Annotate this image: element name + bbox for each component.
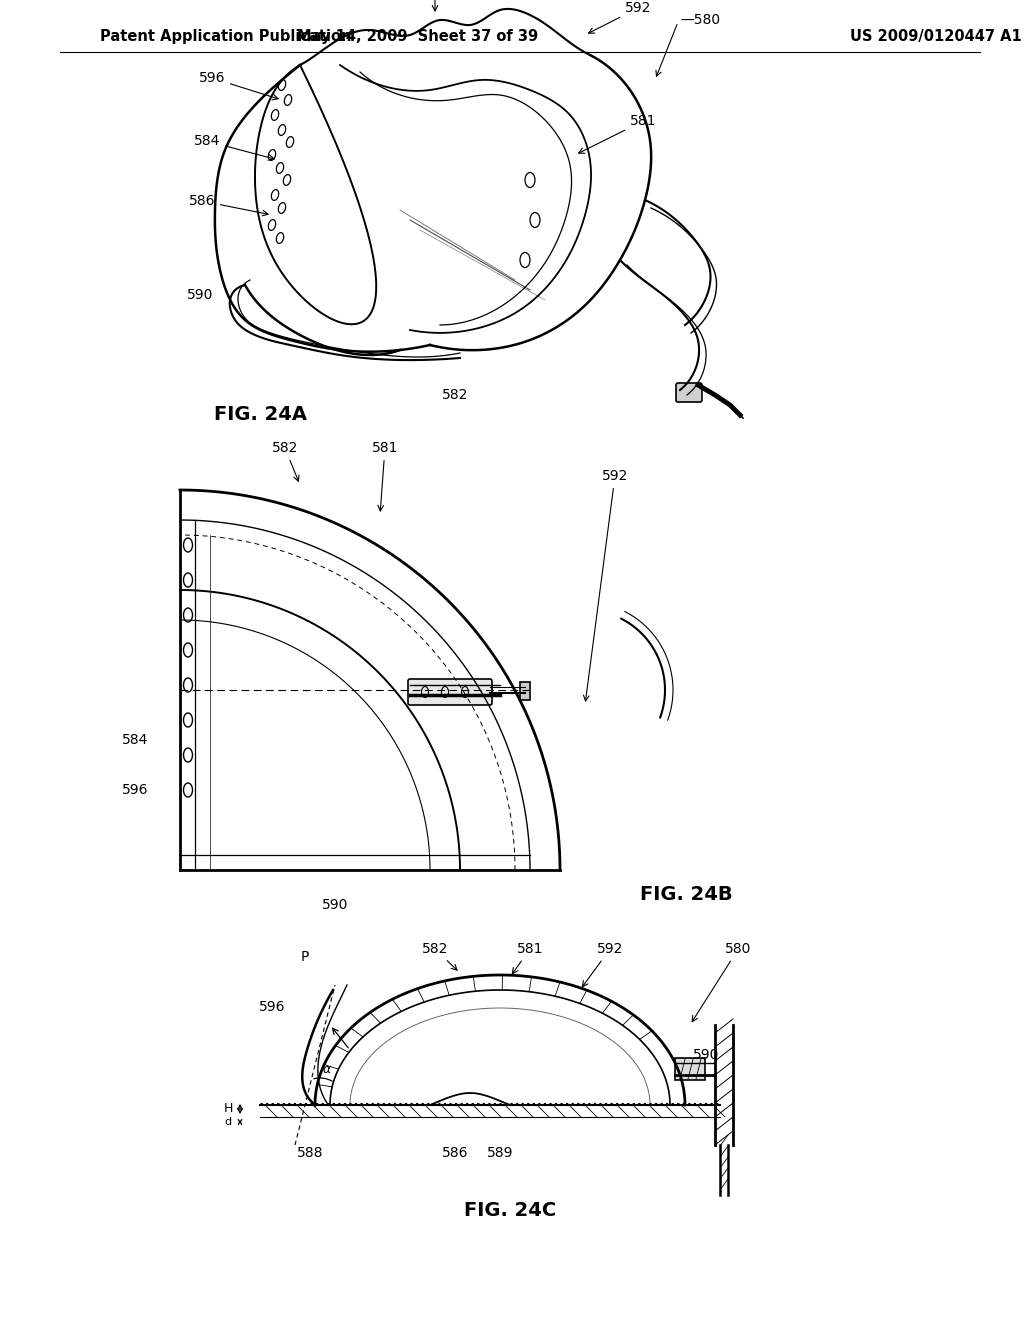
Text: FIG. 24C: FIG. 24C [464,1200,556,1220]
FancyBboxPatch shape [676,383,702,403]
Text: FIG. 24B: FIG. 24B [640,886,732,904]
Text: 590: 590 [693,1048,720,1063]
Text: 589: 589 [486,1146,513,1160]
Text: $\alpha$: $\alpha$ [322,1063,332,1076]
Text: 588: 588 [297,1146,324,1160]
Bar [520,682,530,700]
Text: 596: 596 [258,1001,285,1014]
Text: 581: 581 [372,441,398,511]
Text: 584: 584 [122,733,148,747]
Text: 596: 596 [199,71,279,100]
Text: 590: 590 [186,288,213,302]
Text: 586: 586 [441,1146,468,1160]
Text: 595: 595 [422,0,449,11]
Text: FIG. 24A: FIG. 24A [213,405,306,425]
Text: 581: 581 [579,114,656,153]
Text: 590: 590 [322,898,348,912]
Text: P: P [301,950,309,964]
Text: 582: 582 [271,441,299,482]
Text: 580: 580 [692,942,752,1022]
Text: H: H [223,1102,232,1115]
Text: Patent Application Publication: Patent Application Publication [100,29,351,45]
Text: May 14, 2009  Sheet 37 of 39: May 14, 2009 Sheet 37 of 39 [297,29,539,45]
Bar [675,1059,705,1080]
Text: 582: 582 [441,388,468,403]
Text: 584: 584 [194,135,274,160]
Text: —580: —580 [680,13,720,26]
Text: 581: 581 [512,942,544,974]
Text: 592: 592 [589,1,651,33]
Text: d: d [224,1117,231,1127]
Text: US 2009/0120447 A1: US 2009/0120447 A1 [850,29,1022,45]
FancyBboxPatch shape [408,678,492,705]
Text: 582: 582 [422,942,457,970]
Text: 586: 586 [188,194,268,216]
Text: 596: 596 [122,783,148,797]
Text: 592: 592 [583,942,624,987]
Text: 592: 592 [584,469,628,701]
